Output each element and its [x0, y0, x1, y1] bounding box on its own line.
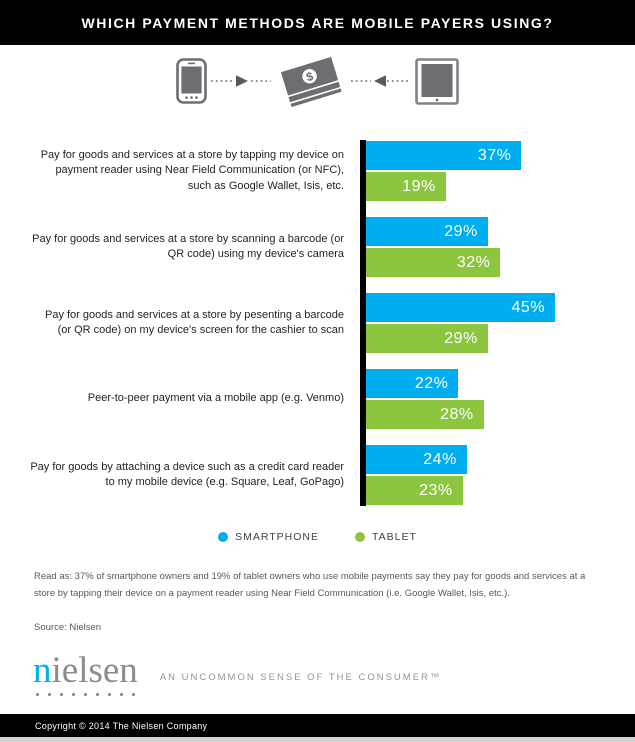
bar-chart: Pay for goods and services at a store by… — [30, 139, 605, 507]
bar-pair: 37% 19% — [360, 139, 522, 203]
bar-smartphone: 37% — [366, 141, 522, 170]
category-label: Peer-to-peer payment via a mobile app (e… — [87, 392, 344, 405]
bar-value-label: 45% — [511, 298, 545, 316]
bar-group: Peer-to-peer payment via a mobile app (e… — [30, 367, 605, 431]
bar-smartphone: 24% — [366, 445, 467, 474]
bar-value-label: 24% — [423, 450, 457, 468]
bar-smartphone: 22% — [366, 369, 459, 398]
bar-group: Pay for goods and services at a store by… — [30, 291, 605, 355]
bar-group: Pay for goods and services at a store by… — [30, 139, 605, 203]
bar-smartphone: 45% — [366, 293, 555, 322]
bar-value-label: 22% — [414, 374, 449, 392]
bar-tablet: 28% — [366, 400, 484, 429]
svg-text:$: $ — [304, 69, 315, 84]
category-label: Pay for goods by attaching a device such… — [30, 460, 344, 488]
bar-group: Pay for goods and services at a store by… — [30, 215, 605, 279]
bar-smartphone: 29% — [366, 217, 488, 246]
chart-legend: SMARTPHONE TABLET — [0, 531, 635, 543]
bar-value-label: 37% — [477, 146, 512, 164]
nielsen-wordmark: nielsen — [33, 650, 138, 691]
category-label: Pay for goods and services at a store by… — [40, 148, 344, 192]
bar-tablet: 23% — [366, 476, 463, 505]
category-label: Pay for goods and services at a store by… — [32, 232, 344, 260]
bar-pair: 22% 28% — [360, 367, 484, 431]
tablet-icon — [415, 57, 459, 105]
bar-value-label: 29% — [444, 329, 478, 347]
nielsen-tagline: AN UNCOMMON SENSE OF THE CONSUMER™ — [159, 671, 442, 683]
legend-item-tablet: TABLET — [355, 531, 417, 543]
page-title: WHICH PAYMENT METHODS ARE MOBILE PAYERS … — [81, 14, 554, 31]
bar-pair: 45% 29% — [360, 291, 555, 355]
nielsen-logo: nielsen — [33, 652, 138, 696]
arrow-left-icon — [351, 74, 413, 88]
category-label: Pay for goods and services at a store by… — [44, 308, 344, 336]
legend-item-smartphone: SMARTPHONE — [218, 531, 319, 543]
read-as-note: Read as: 37% of smartphone owners and 19… — [34, 571, 586, 599]
legend-label: TABLET — [372, 531, 417, 543]
nielsen-branding: nielsen AN UNCOMMON SENSE OF THE CONSUME… — [33, 652, 441, 696]
bar-groups: Pay for goods and services at a store by… — [30, 139, 605, 507]
bar-tablet: 19% — [366, 172, 446, 201]
bar-tablet: 32% — [366, 248, 501, 277]
bar-pair: 29% 32% — [360, 215, 501, 279]
footer-bar: Copyright © 2014 The Nielsen Company — [0, 714, 635, 737]
money-icon: $ — [273, 55, 349, 107]
bar-value-label: 32% — [456, 253, 491, 271]
footer-strip — [0, 737, 635, 742]
nielsen-logo-dots-icon — [33, 693, 138, 696]
header-bar: WHICH PAYMENT METHODS ARE MOBILE PAYERS … — [0, 0, 635, 45]
chart-axis — [360, 140, 366, 506]
bar-value-label: 23% — [419, 481, 453, 499]
bar-group: Pay for goods by attaching a device such… — [30, 443, 605, 507]
smartphone-icon — [176, 58, 207, 104]
bar-value-label: 19% — [402, 177, 436, 195]
legend-label: SMARTPHONE — [235, 531, 319, 543]
bar-tablet: 29% — [366, 324, 488, 353]
payment-flow-illustration: $ — [0, 55, 635, 107]
smartphone-legend-dot-icon — [218, 532, 229, 542]
copyright-text: Copyright © 2014 The Nielsen Company — [35, 720, 208, 731]
source-note: Source: Nielsen — [34, 622, 102, 634]
bar-pair: 24% 23% — [360, 443, 467, 507]
arrow-right-icon — [209, 74, 271, 88]
bar-value-label: 29% — [444, 222, 478, 240]
bar-value-label: 28% — [440, 405, 474, 423]
tablet-legend-dot-icon — [355, 532, 365, 542]
